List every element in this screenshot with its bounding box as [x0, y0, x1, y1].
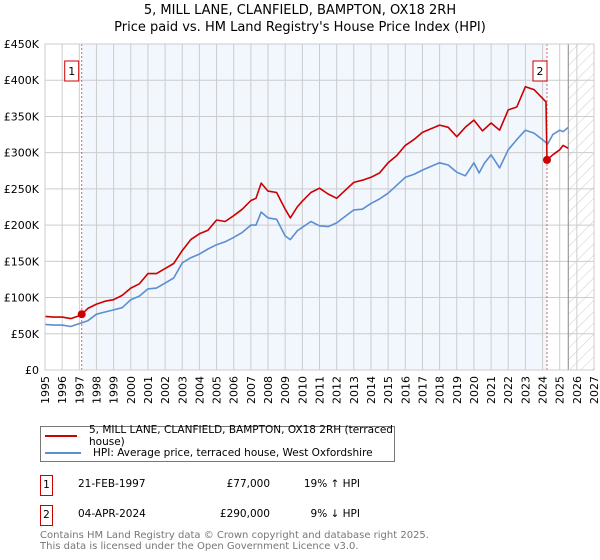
x-tick-label: 2017 — [416, 376, 429, 404]
x-tick-label: 2007 — [245, 376, 258, 404]
x-tick-label: 1995 — [39, 376, 52, 404]
x-tick-label: 2004 — [193, 376, 206, 404]
x-tick-label: 2001 — [142, 376, 155, 404]
x-tick-label: 1996 — [56, 376, 69, 404]
x-tick-label: 2026 — [571, 376, 584, 404]
x-tick-label: 2011 — [314, 376, 327, 404]
sale-marker-label: 1 — [68, 65, 75, 78]
y-tick-label: £250K — [4, 183, 40, 196]
x-tick-label: 2008 — [262, 376, 275, 404]
sale-marker-box — [64, 60, 80, 82]
x-tick-label: 2027 — [588, 376, 600, 404]
legend-label: 5, MILL LANE, CLANFIELD, BAMPTON, OX18 2… — [89, 424, 393, 448]
x-tick-label: 2003 — [176, 376, 189, 404]
x-tick-label: 2024 — [537, 376, 550, 404]
sale-marker-label: 2 — [536, 65, 543, 78]
sale-point — [542, 155, 551, 164]
x-tick-label: 2021 — [485, 376, 498, 404]
y-tick-label: £350K — [4, 110, 40, 123]
x-tick-label: 2002 — [159, 376, 172, 404]
x-tick-label: 2022 — [502, 376, 515, 404]
forecast-hatch — [568, 44, 594, 370]
legend-item-property: 5, MILL LANE, CLANFIELD, BAMPTON, OX18 2… — [45, 424, 394, 448]
y-tick-label: £50K — [11, 328, 40, 341]
hpi-line — [44, 126, 569, 328]
x-tick-label: 1998 — [90, 376, 103, 404]
x-tick-label: 2009 — [279, 376, 292, 404]
x-tick-label: 2013 — [348, 376, 361, 404]
legend-item-hpi: HPI: Average price, terraced house, West… — [45, 445, 373, 461]
chart-subtitle: Price paid vs. HM Land Registry's House … — [114, 20, 486, 35]
transaction-row: 1 21-FEB-1997 £77,000 19% ↑ HPI — [40, 475, 440, 496]
price-paid-line — [44, 85, 569, 320]
y-tick-label: £450K — [4, 38, 40, 51]
legend-label: HPI: Average price, terraced house, West… — [93, 447, 373, 459]
x-tick-label: 2016 — [399, 376, 412, 404]
x-tick-label: 2025 — [554, 376, 567, 404]
y-tick-label: £150K — [4, 255, 40, 268]
x-tick-label: 2014 — [365, 376, 378, 404]
x-tick-label: 2020 — [468, 376, 481, 404]
transaction-hpi-diff: 9% ↓ HPI — [310, 508, 360, 520]
transaction-hpi-diff: 19% ↑ HPI — [303, 478, 360, 490]
footer-copyright: Contains HM Land Registry data © Crown c… — [40, 530, 429, 541]
transaction-badge: 1 — [40, 475, 53, 496]
y-tick-label: £200K — [4, 219, 40, 232]
sale-marker-box — [532, 60, 548, 82]
x-tick-label: 2018 — [434, 376, 447, 404]
x-tick-label: 2019 — [451, 376, 464, 404]
y-tick-label: £0 — [25, 364, 39, 377]
plot-area: 1995 1996 1997 1998 1999 2000 2001 2002 2003 2004… — [4, 38, 600, 404]
x-tick-label: 2006 — [228, 376, 241, 404]
owned-period-shading — [81, 44, 547, 370]
transaction-date: 04-APR-2024 — [78, 508, 146, 520]
footer-licence: This data is licensed under the Open Gov… — [40, 541, 359, 552]
sale-point — [77, 310, 86, 319]
chart-title: 5, MILL LANE, CLANFIELD, BAMPTON, OX18 2… — [143, 3, 457, 18]
x-tick-label: 1997 — [73, 376, 86, 404]
y-tick-label: £300K — [4, 147, 40, 160]
x-tick-label: 1999 — [108, 376, 121, 404]
x-tick-label: 2000 — [125, 376, 138, 404]
x-tick-label: 2010 — [296, 376, 309, 404]
x-tick-label: 2023 — [519, 376, 532, 404]
transaction-badge: 2 — [40, 505, 53, 526]
transaction-price: £290,000 — [219, 508, 270, 520]
plot-border — [44, 43, 595, 371]
y-tick-label: £400K — [4, 74, 40, 87]
transaction-row: 2 04-APR-2024 £290,000 9% ↓ HPI — [40, 505, 440, 526]
transaction-date: 21-FEB-1997 — [78, 478, 146, 490]
x-tick-label: 2015 — [382, 376, 395, 404]
x-tick-label: 2012 — [331, 376, 344, 404]
legend-swatch-red — [45, 435, 77, 437]
legend-swatch-blue — [45, 452, 81, 454]
x-tick-label: 2005 — [211, 376, 224, 404]
transaction-price: £77,000 — [226, 478, 270, 490]
y-tick-label: £100K — [4, 292, 40, 305]
legend: 5, MILL LANE, CLANFIELD, BAMPTON, OX18 2… — [40, 424, 395, 462]
